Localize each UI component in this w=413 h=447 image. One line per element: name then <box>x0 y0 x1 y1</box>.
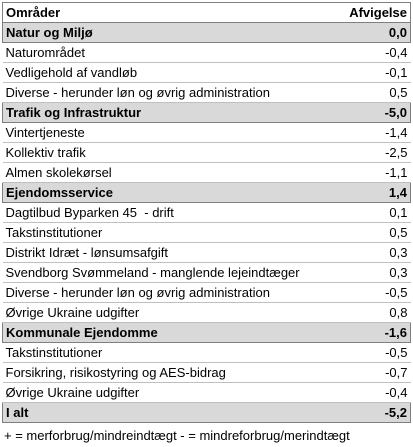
item-row: Naturområdet -0,4 <box>2 42 411 63</box>
budget-table: Områder Afvigelse Natur og Miljø 0,0 Naturom… <box>2 2 411 423</box>
label: Dagtilbud Byparken 45 - drift <box>2 202 334 223</box>
label: Ejendomsservice <box>2 182 334 203</box>
item-row: Vintertjeneste -1,4 <box>2 122 411 143</box>
value: 0,3 <box>334 242 411 263</box>
value: -5,2 <box>334 402 411 423</box>
item-row: Distrikt Idræt - lønsumsafgift 0,3 <box>2 242 411 263</box>
section-row: Kommunale Ejendomme -1,6 <box>2 322 411 343</box>
label: Svendborg Svømmeland - manglende lejeind… <box>2 262 334 283</box>
total-row: I alt -5,2 <box>2 402 411 423</box>
value: 0,1 <box>334 202 411 223</box>
label: Kollektiv trafik <box>2 142 334 163</box>
value: -1,6 <box>334 322 411 343</box>
value: 1,4 <box>334 182 411 203</box>
value: 0,8 <box>334 302 411 323</box>
label: Områder <box>2 2 334 23</box>
value: -0,5 <box>334 342 411 363</box>
value: -2,5 <box>334 142 411 163</box>
value: -5,0 <box>334 102 411 123</box>
item-row: Forsikring, risikostyring og AES-bidrag -… <box>2 362 411 383</box>
label: Forsikring, risikostyring og AES-bidrag <box>2 362 334 383</box>
value: 0,5 <box>334 82 411 103</box>
item-row: Kollektiv trafik -2,5 <box>2 142 411 163</box>
value: -0,7 <box>334 362 411 383</box>
value: -1,4 <box>334 122 411 143</box>
label: Diverse - herunder løn og øvrig administ… <box>2 82 334 103</box>
label: Vedligehold af vandløb <box>2 62 334 83</box>
label: Diverse - herunder løn og øvrig administ… <box>2 282 334 303</box>
item-row: Diverse - herunder løn og øvrig administ… <box>2 82 411 103</box>
value: 0,5 <box>334 222 411 243</box>
label: Natur og Miljø <box>2 22 334 43</box>
value: -0,4 <box>334 42 411 63</box>
item-row: Takstinstitutioner 0,5 <box>2 222 411 243</box>
label: Kommunale Ejendomme <box>2 322 334 343</box>
label: Almen skolekørsel <box>2 162 334 183</box>
item-row: Diverse - herunder løn og øvrig administ… <box>2 282 411 303</box>
item-row: Vedligehold af vandløb -0,1 <box>2 62 411 83</box>
item-row: Svendborg Svømmeland - manglende lejeind… <box>2 262 411 283</box>
value: -1,1 <box>334 162 411 183</box>
value: 0,3 <box>334 262 411 283</box>
section-row: Ejendomsservice 1,4 <box>2 182 411 203</box>
value: 0,0 <box>334 22 411 43</box>
item-row: Takstinstitutioner -0,5 <box>2 342 411 363</box>
label: Distrikt Idræt - lønsumsafgift <box>2 242 334 263</box>
value: -0,5 <box>334 282 411 303</box>
item-row: Øvrige Ukraine udgifter -0,4 <box>2 382 411 403</box>
value: -0,1 <box>334 62 411 83</box>
label: Naturområdet <box>2 42 334 63</box>
label: Vintertjeneste <box>2 122 334 143</box>
label: Øvrige Ukraine udgifter <box>2 302 334 323</box>
label: I alt <box>2 402 334 423</box>
section-row: Natur og Miljø 0,0 <box>2 22 411 43</box>
item-row: Almen skolekørsel -1,1 <box>2 162 411 183</box>
footnote: + = merforbrug/mindreindtægt - = mindref… <box>4 428 350 443</box>
value: Afvigelse <box>334 2 411 23</box>
item-row: Dagtilbud Byparken 45 - drift 0,1 <box>2 202 411 223</box>
label: Øvrige Ukraine udgifter <box>2 382 334 403</box>
value: -0,4 <box>334 382 411 403</box>
header-row: Områder Afvigelse <box>2 2 411 23</box>
label: Takstinstitutioner <box>2 222 334 243</box>
section-row: Trafik og Infrastruktur -5,0 <box>2 102 411 123</box>
item-row: Øvrige Ukraine udgifter 0,8 <box>2 302 411 323</box>
label: Takstinstitutioner <box>2 342 334 363</box>
label: Trafik og Infrastruktur <box>2 102 334 123</box>
